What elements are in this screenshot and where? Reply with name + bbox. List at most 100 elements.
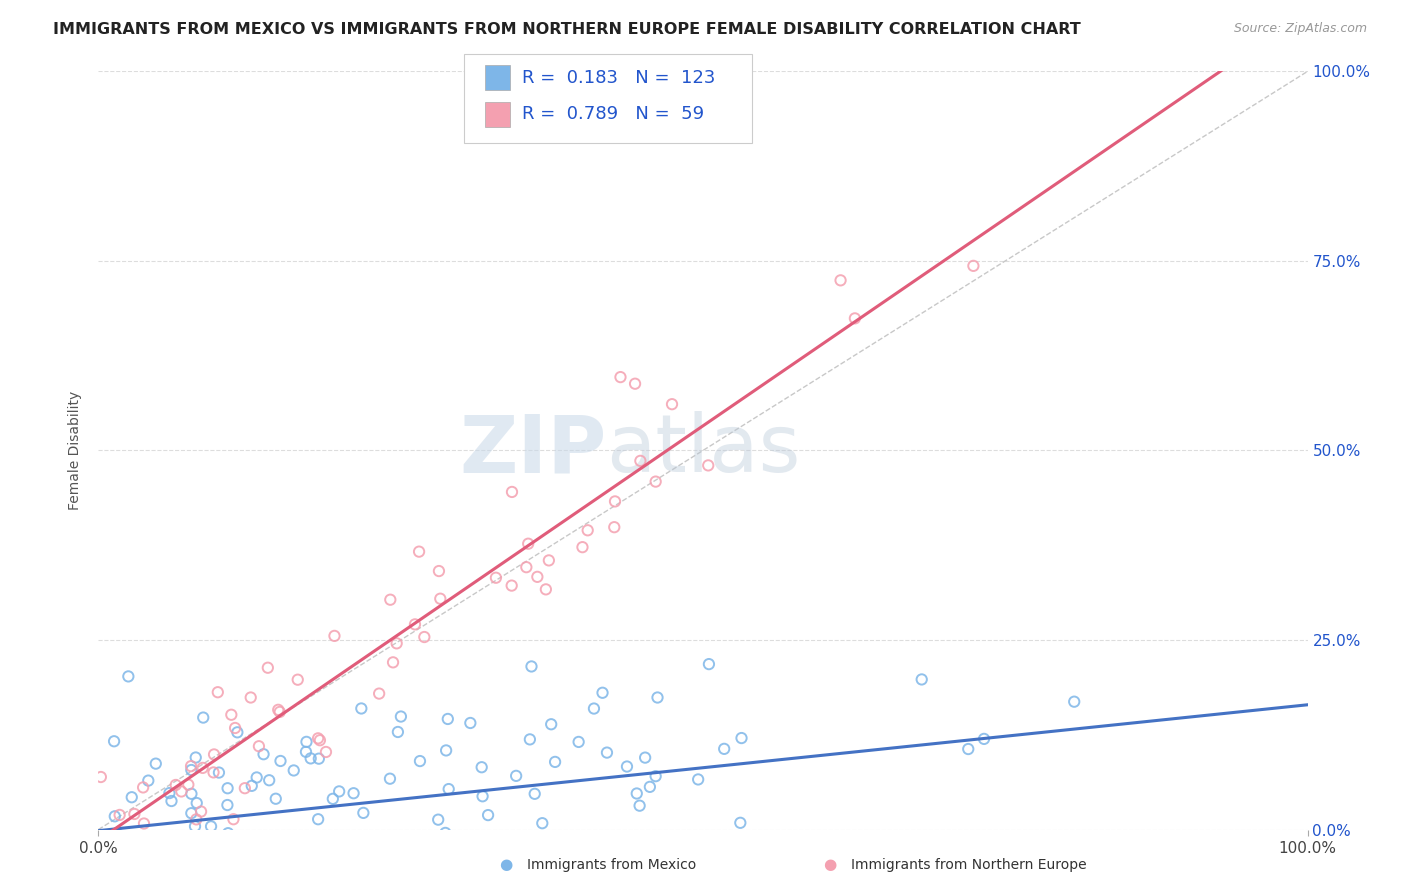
Point <box>229 868 252 882</box>
Point <box>519 732 541 747</box>
Text: IMMIGRANTS FROM MEXICO VS IMMIGRANTS FROM NORTHERN EUROPE FEMALE DISABILITY CORR: IMMIGRANTS FROM MEXICO VS IMMIGRANTS FRO… <box>53 22 1081 37</box>
Point <box>460 716 482 731</box>
Point <box>103 734 125 748</box>
Point <box>380 592 402 607</box>
Point <box>755 832 778 847</box>
Point <box>389 709 412 723</box>
Point <box>485 571 508 585</box>
Point <box>352 805 374 820</box>
Point <box>477 808 499 822</box>
Point <box>249 840 271 855</box>
Point <box>180 759 202 773</box>
Point <box>280 850 302 864</box>
Point <box>200 819 222 833</box>
Point <box>471 789 494 804</box>
Point <box>136 773 159 788</box>
Point <box>647 690 669 705</box>
Point <box>202 765 225 780</box>
Point <box>962 259 984 273</box>
Point <box>697 657 720 672</box>
Point <box>270 754 292 768</box>
Point <box>911 673 934 687</box>
Point <box>628 454 651 468</box>
Point <box>208 765 231 780</box>
Point <box>180 763 202 777</box>
Point <box>526 570 548 584</box>
Point <box>616 759 638 773</box>
Point <box>385 636 408 650</box>
Point <box>239 690 262 705</box>
Point <box>252 866 274 880</box>
Point <box>302 838 325 852</box>
Text: R =  0.183   N =  123: R = 0.183 N = 123 <box>522 69 716 87</box>
Text: ZIP: ZIP <box>458 411 606 490</box>
Point <box>309 868 332 882</box>
Point <box>644 475 666 489</box>
Point <box>437 782 460 797</box>
Point <box>830 273 852 287</box>
Point <box>342 786 364 800</box>
Point <box>256 661 278 675</box>
Point <box>404 617 426 632</box>
Y-axis label: Female Disability: Female Disability <box>69 391 83 510</box>
Point <box>283 764 305 778</box>
Point <box>387 725 409 739</box>
Point <box>307 731 329 746</box>
Point <box>184 868 207 882</box>
Point <box>246 771 269 785</box>
Point <box>202 747 225 762</box>
Point <box>603 520 626 534</box>
Point <box>269 705 291 719</box>
Point <box>322 792 344 806</box>
Point <box>267 703 290 717</box>
Point <box>208 846 231 860</box>
Point <box>436 712 458 726</box>
Point <box>544 755 567 769</box>
Point <box>730 731 752 745</box>
Point <box>517 537 540 551</box>
Point <box>368 687 391 701</box>
Point <box>224 721 246 735</box>
Point <box>354 851 377 865</box>
Point <box>626 787 648 801</box>
Point <box>322 868 344 882</box>
Point <box>479 841 502 855</box>
Point <box>571 540 593 554</box>
Point <box>98 868 121 882</box>
Point <box>217 826 239 840</box>
Point <box>222 843 245 857</box>
Point <box>356 845 378 859</box>
Point <box>592 686 614 700</box>
Point <box>165 778 187 792</box>
Point <box>226 725 249 739</box>
Point <box>295 745 318 759</box>
Point <box>408 544 430 558</box>
Point <box>568 735 591 749</box>
Point <box>190 805 212 819</box>
Point <box>600 868 623 882</box>
Point <box>973 731 995 746</box>
Point <box>328 784 350 798</box>
Point <box>697 458 720 473</box>
Point <box>596 746 619 760</box>
Text: ●: ● <box>823 857 837 872</box>
Point <box>309 733 332 747</box>
Point <box>127 868 149 882</box>
Point <box>434 743 457 757</box>
Point <box>117 669 139 683</box>
Point <box>169 868 191 882</box>
Point <box>179 846 201 860</box>
Point <box>595 868 617 882</box>
Point <box>184 819 207 833</box>
Point <box>224 868 246 882</box>
Point <box>186 813 208 827</box>
Point <box>576 523 599 537</box>
Point <box>98 841 121 855</box>
Text: R =  0.789   N =  59: R = 0.789 N = 59 <box>522 105 704 123</box>
Point <box>501 579 523 593</box>
Point <box>184 867 207 881</box>
Point <box>94 830 117 844</box>
Point <box>713 742 735 756</box>
Point <box>434 826 457 840</box>
Point <box>567 868 589 882</box>
